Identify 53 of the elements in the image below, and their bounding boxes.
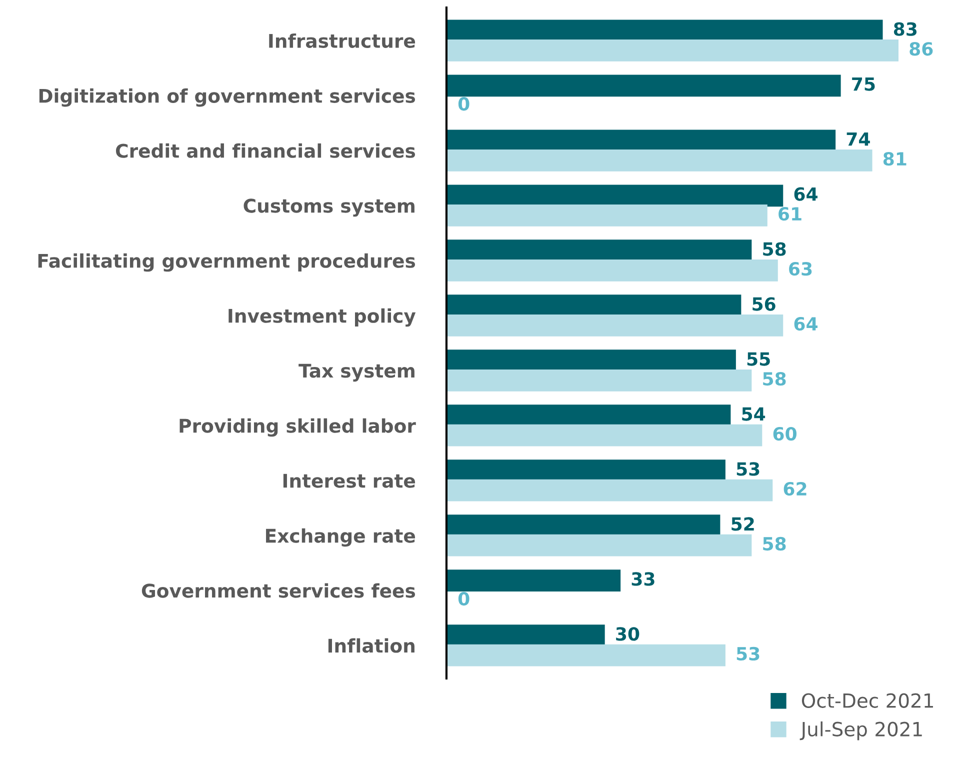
y-tick-label: Providing skilled labor (180, 418, 416, 437)
data-label: 83 (894, 22, 917, 36)
data-label: 33 (632, 572, 654, 586)
y-tick-label: Inflation (328, 638, 414, 653)
data-label: 53 (736, 462, 760, 476)
data-label: 75 (852, 77, 875, 91)
data-label: 58 (763, 372, 786, 386)
y-tick-label: Infrastructure (269, 33, 416, 48)
bar (446, 624, 605, 646)
data-label: 62 (784, 482, 806, 496)
bar (446, 314, 784, 336)
bar (446, 514, 720, 536)
legend-label: Oct-Dec 2021 (802, 693, 933, 708)
bar (446, 570, 621, 592)
data-label: 58 (763, 242, 786, 256)
y-tick-label: Interest rate (283, 474, 416, 488)
data-label: 63 (789, 262, 812, 276)
data-label: 64 (794, 317, 818, 331)
data-label: 52 (732, 517, 754, 531)
data-label: 30 (616, 627, 640, 641)
data-label: 54 (742, 407, 766, 421)
bar (446, 369, 752, 392)
y-tick-label: Customs system (244, 198, 414, 217)
legend-label: Jul-Sep 2021 (800, 721, 922, 740)
data-label: 60 (773, 426, 796, 441)
data-label: 56 (752, 297, 776, 311)
bar (446, 184, 784, 207)
y-tick-label: Facilitating government procedures (38, 253, 416, 272)
bar (446, 424, 762, 446)
bar (446, 40, 898, 62)
data-label: 0 (458, 592, 470, 606)
bar (446, 204, 768, 226)
y-tick-label: Investment policy (228, 308, 416, 327)
data-label: 0 (458, 97, 470, 111)
data-label: 55 (747, 352, 770, 366)
data-label: 81 (883, 152, 906, 166)
data-label: 86 (910, 42, 933, 56)
bar (446, 479, 773, 502)
data-label: 74 (846, 132, 870, 146)
bar (446, 150, 872, 172)
bar (446, 644, 726, 666)
bar (446, 259, 778, 282)
data-label: 58 (763, 536, 786, 551)
data-label: 64 (794, 187, 818, 201)
bar (446, 534, 752, 556)
y-tick-label: Tax system (298, 364, 414, 382)
data-label: 53 (736, 646, 760, 661)
y-tick-label: Exchange rate (266, 528, 416, 547)
bar (446, 74, 841, 97)
y-tick-label: Credit and financial services (116, 143, 416, 158)
data-label: 61 (778, 207, 802, 221)
y-tick-label: Government services fees (142, 583, 416, 598)
y-tick-label: Digitization of government services (39, 88, 416, 107)
